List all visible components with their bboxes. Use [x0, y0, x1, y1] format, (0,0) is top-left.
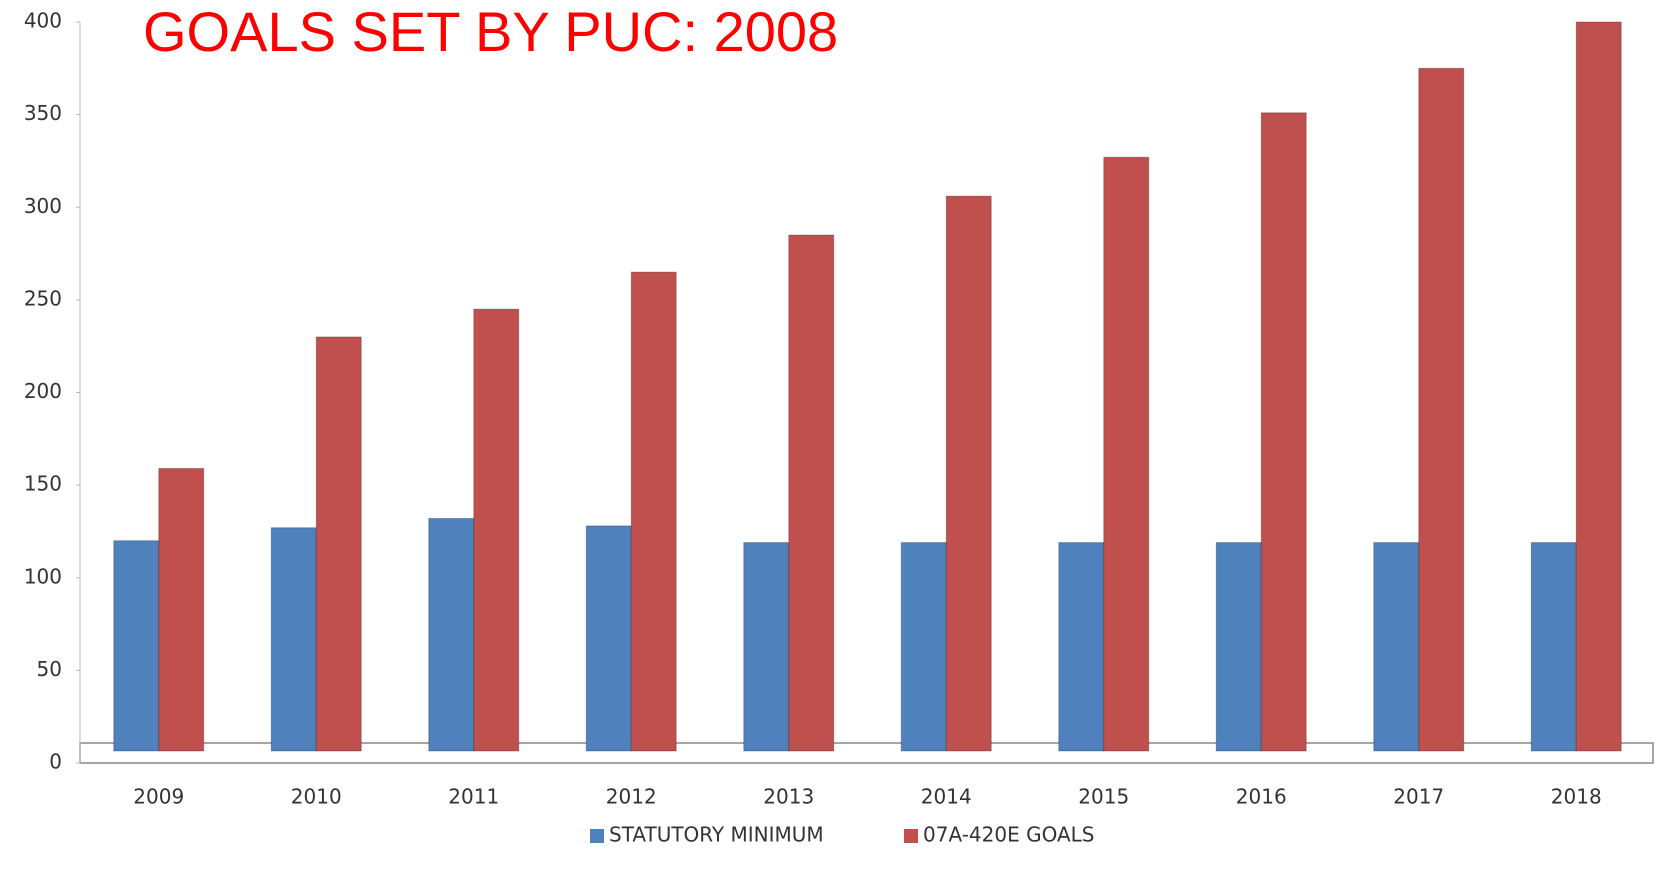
x-tick-label: 2013 — [763, 785, 814, 809]
bar — [270, 527, 317, 752]
bar — [315, 336, 362, 752]
x-tick-label: 2010 — [291, 785, 342, 809]
bar — [743, 542, 790, 752]
legend-label: 07A-420E GOALS — [923, 823, 1094, 847]
bar — [1418, 67, 1465, 752]
x-tick-label: 2009 — [133, 785, 184, 809]
bar — [1103, 156, 1150, 752]
x-tick-label: 2012 — [606, 785, 657, 809]
y-tick-label: 250 — [24, 286, 62, 310]
y-tick-label: 100 — [24, 564, 62, 588]
bar — [158, 467, 205, 752]
bar — [1530, 542, 1577, 752]
bar — [900, 542, 947, 752]
y-tick-label: 350 — [24, 101, 62, 125]
x-tick-label: 2014 — [921, 785, 972, 809]
legend-swatch — [590, 829, 604, 843]
bar — [1373, 542, 1420, 752]
bar — [630, 271, 677, 752]
y-tick-label: 0 — [49, 750, 62, 774]
y-tick-label: 300 — [24, 194, 62, 218]
legend-swatch — [904, 829, 918, 843]
bar — [585, 525, 632, 752]
bar — [1215, 542, 1262, 752]
bar — [1575, 21, 1622, 752]
x-tick-label: 2018 — [1551, 785, 1602, 809]
legend-label: STATUTORY MINIMUM — [609, 823, 824, 847]
y-tick-label: 50 — [37, 657, 62, 681]
x-tick-label: 2017 — [1393, 785, 1444, 809]
x-tick-label: 2016 — [1236, 785, 1287, 809]
x-tick-label: 2011 — [448, 785, 499, 809]
y-tick-label: 150 — [24, 472, 62, 496]
bar — [945, 195, 992, 752]
y-tick-label: 400 — [24, 9, 62, 33]
chart-title: GOALS SET BY PUC: 2008 — [143, 0, 838, 63]
bar — [1058, 542, 1105, 752]
bar — [788, 234, 835, 752]
bar — [473, 308, 520, 752]
bar — [428, 517, 475, 752]
bar — [113, 540, 160, 752]
bar — [1260, 112, 1307, 752]
x-tick-label: 2015 — [1078, 785, 1129, 809]
y-tick-label: 200 — [24, 379, 62, 403]
